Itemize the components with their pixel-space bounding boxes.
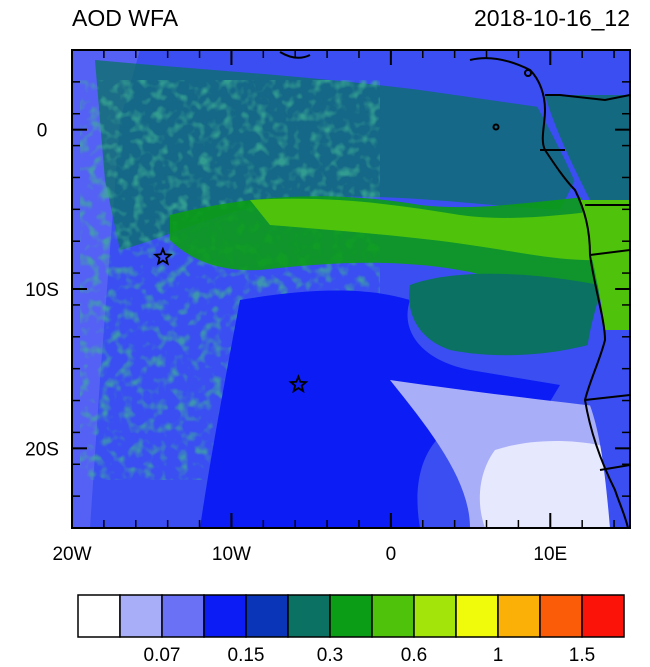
y-tick-label: 10S: [25, 280, 59, 301]
colorbar-box: [413, 594, 457, 638]
field-green-core: [250, 198, 608, 261]
colorbar-label: 1.5: [569, 645, 595, 666]
colorbar-label: 0.6: [401, 645, 427, 666]
field-land-green: [580, 200, 630, 330]
island-sao-tome: [492, 123, 500, 131]
colorbar-box: [371, 594, 415, 638]
colorbar-label: 0.07: [144, 645, 181, 666]
country-borders: [540, 94, 630, 471]
colorbar-box: [287, 594, 331, 638]
y-tick-label: 0: [37, 121, 48, 142]
island-bioko: [524, 69, 532, 77]
colorbar: 0.07 0.15 0.3 0.6 1 1.5: [77, 594, 625, 666]
colorbar-box: [581, 594, 625, 638]
colorbar-box: [245, 594, 289, 638]
colorbar-label: 1: [493, 645, 504, 666]
map-title-right: 2018-10-16_12: [474, 5, 630, 31]
colorbar-box: [161, 594, 205, 638]
star-marker: [288, 374, 309, 394]
colorbar-label: 0.3: [317, 645, 343, 666]
colorbar-box: [77, 594, 121, 638]
axis-tick-labels: 20W 10W 0 10E 0 10S 20S: [25, 121, 567, 565]
colorbar-box: [329, 594, 373, 638]
axis-ticks: [71, 49, 630, 529]
colorbar-label: 0.15: [228, 645, 265, 666]
colorbar-box: [539, 594, 583, 638]
x-tick-label: 0: [386, 544, 397, 565]
field-land-teal: [545, 95, 630, 200]
x-tick-label: 20W: [52, 544, 91, 565]
star-marker: [153, 246, 173, 266]
y-tick-label: 20S: [25, 439, 59, 460]
colorbar-box: [497, 594, 541, 638]
colorbar-box: [119, 594, 163, 638]
map-title-left: AOD WFA: [72, 5, 179, 31]
colorbar-box: [203, 594, 247, 638]
x-tick-label: 10W: [212, 544, 251, 565]
site-markers: [153, 246, 309, 394]
field-teal-tongue: [409, 273, 605, 356]
coastline: [469, 57, 629, 528]
x-tick-label: 10E: [533, 544, 567, 565]
field-white-patch: [479, 440, 630, 528]
field-dark-blue: [200, 290, 560, 528]
aod-field: [72, 50, 630, 528]
colorbar-box: [455, 594, 499, 638]
